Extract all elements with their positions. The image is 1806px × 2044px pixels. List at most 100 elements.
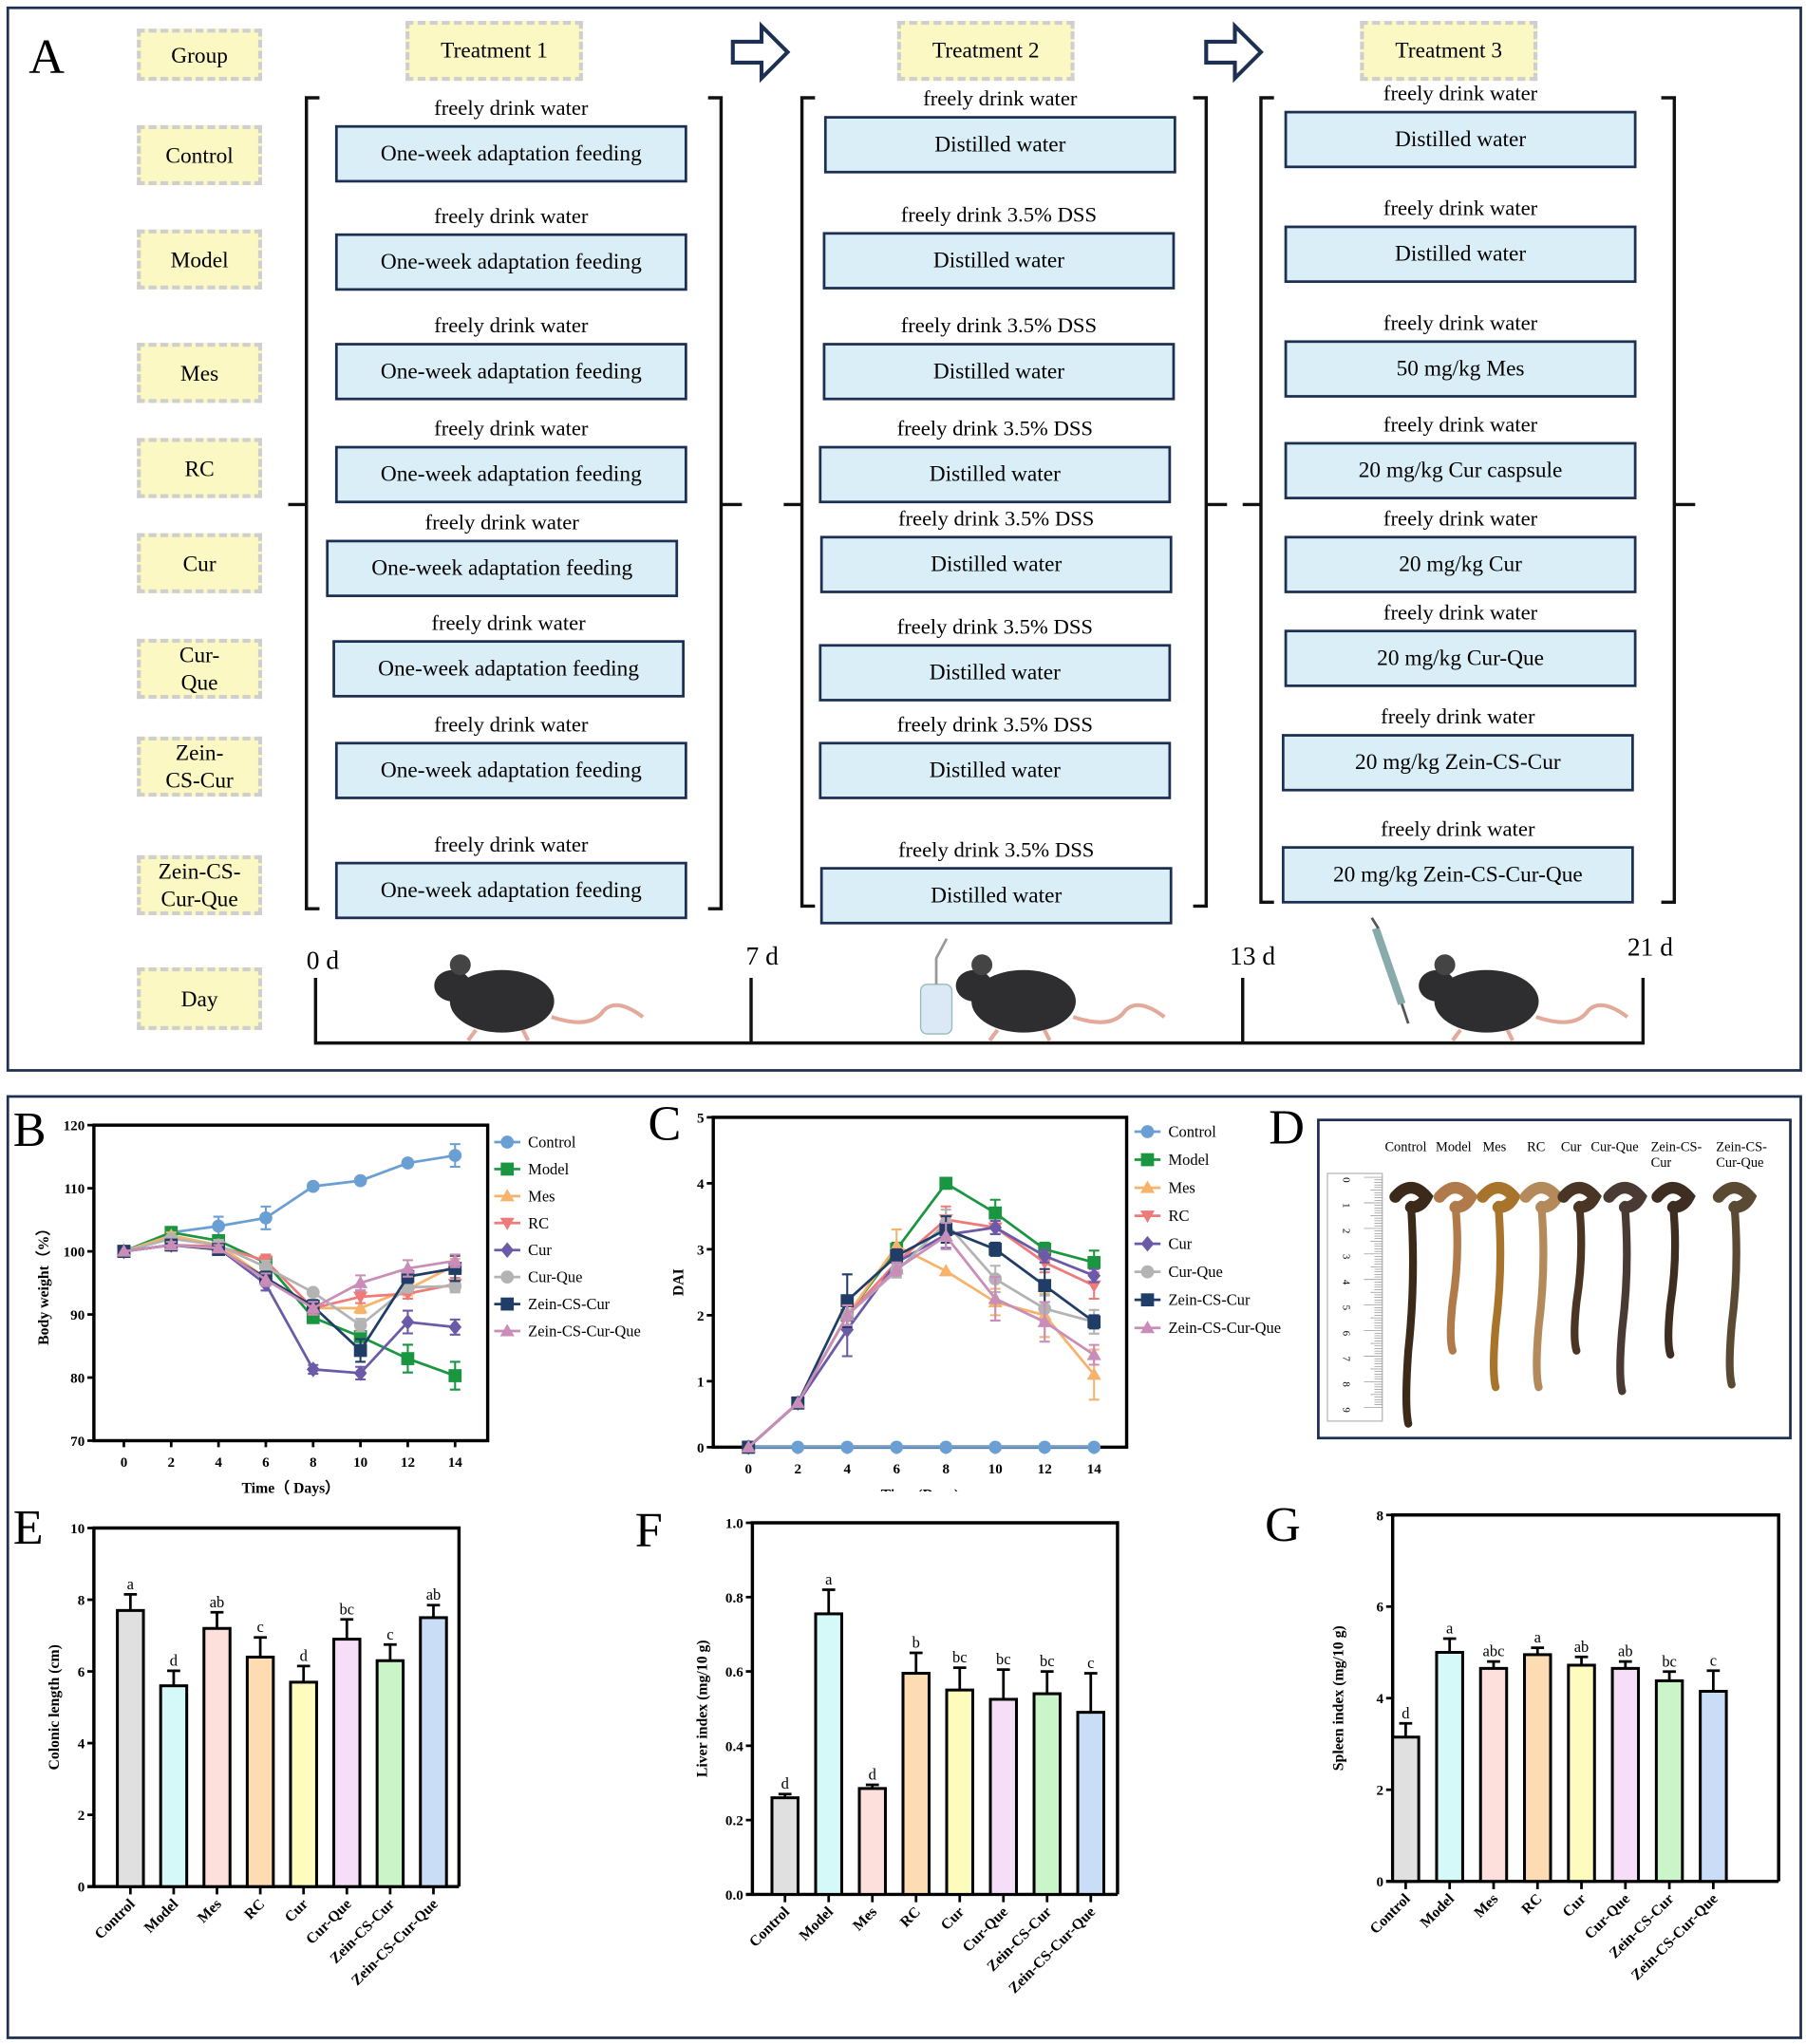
legend-label: Model [528, 1160, 569, 1178]
error-bar [1083, 1672, 1098, 1713]
significance-letter: ab [426, 1585, 442, 1603]
colon-label: Zein-CS- Cur [1650, 1140, 1703, 1172]
data-point [791, 1440, 805, 1454]
group-label: RC [137, 438, 263, 498]
data-point [400, 1261, 416, 1274]
significance-letter: a [127, 1575, 135, 1593]
y-tick-label: 2 [78, 1809, 85, 1824]
panel-f-letter: F [634, 1503, 663, 1559]
legend-label: Zein-CS-Cur-Que [1168, 1319, 1281, 1337]
bar-rc: aRC [1518, 1628, 1552, 1918]
x-tick-label: 4 [843, 1462, 851, 1477]
error-bar [1040, 1670, 1054, 1695]
legend-item: Cur-Que [1134, 1263, 1223, 1281]
y-tick-label: 110 [64, 1182, 85, 1197]
day-marker: 21 d [1627, 933, 1673, 963]
data-point [1086, 1280, 1101, 1293]
treatment-box: One-week adaptation feeding [334, 445, 687, 504]
data-point [500, 1270, 515, 1285]
data-point [448, 1149, 462, 1162]
data-point [1086, 1367, 1101, 1380]
y-tick-label: 0.0 [725, 1888, 743, 1903]
data-point [353, 1173, 367, 1188]
legend-item: Mes [494, 1187, 555, 1205]
data-point [1139, 1180, 1156, 1193]
x-tick-label: 6 [893, 1462, 900, 1477]
series-zein-cs-cur-que [741, 1222, 1101, 1453]
data-point [1140, 1125, 1155, 1138]
ruler-number: 1 [1340, 1203, 1351, 1208]
treatment-header: Treatment 3 [1360, 20, 1538, 82]
significance-letter: bc [952, 1648, 968, 1666]
y-tick-label: 80 [70, 1372, 85, 1387]
data-point [353, 1291, 368, 1304]
y-tick-label: 6 [1377, 1601, 1384, 1616]
legend-item: Control [1134, 1123, 1216, 1141]
treatment-box: Distilled water [822, 232, 1176, 290]
data-point [790, 1396, 805, 1409]
data-point [889, 1262, 904, 1275]
legend-label: Zein-CS-Cur-Que [528, 1322, 641, 1340]
treatment-box: One-week adaptation feeding [334, 343, 687, 401]
data-point [353, 1301, 368, 1314]
treatment-caption: freely drink water [1383, 505, 1538, 531]
timeline-graphics [288, 21, 1696, 1045]
significance-letter: d [300, 1646, 309, 1664]
y-tick-label: 4 [78, 1737, 85, 1753]
data-point [1087, 1440, 1101, 1454]
data-point [1086, 1347, 1101, 1360]
significance-letter: abc [1483, 1642, 1505, 1660]
y-tick-label: 0.2 [725, 1814, 743, 1829]
significance-letter: c [1710, 1651, 1717, 1669]
treatment-caption: freely drink water [1383, 309, 1538, 335]
water-bottle-icon [919, 938, 953, 1035]
y-tick-label: 4 [697, 1177, 705, 1192]
data-point [840, 1294, 855, 1307]
chart-B: 70 80 90 100 110 120 0 2 4 6 8 10 12 14 Time（ Days） Bod… [35, 1119, 641, 1497]
significance-letter: ab [210, 1593, 225, 1611]
treatment-box: Distilled water [818, 741, 1172, 799]
treatment-caption: freely drink water [1381, 816, 1535, 841]
error-bar [167, 1669, 180, 1686]
y-tick-label: 2 [697, 1309, 705, 1324]
treatment-caption: freely drink water [434, 416, 589, 441]
data-point [889, 1238, 904, 1251]
significance-letter: d [170, 1651, 179, 1669]
data-point [447, 1253, 462, 1266]
data-point [1038, 1279, 1052, 1292]
ruler-number: 6 [1340, 1331, 1351, 1337]
data-point [306, 1285, 320, 1300]
plot-frame [92, 1123, 490, 1443]
data-point [500, 1135, 515, 1149]
colon-specimen [1557, 1181, 1602, 1355]
data-point [1139, 1321, 1156, 1334]
bar [1478, 1666, 1509, 1884]
treatment-caption: freely drink 3.5% DSS [900, 312, 1098, 338]
arrow-right-icon [1204, 21, 1264, 84]
panel-d-letter: D [1269, 1100, 1305, 1155]
series-line [122, 1153, 456, 1253]
x-axis-label: Time (Days) [881, 1487, 960, 1503]
data-point [448, 1369, 462, 1382]
significance-letter: bc [340, 1600, 355, 1618]
treatment-box: Distilled water [818, 445, 1172, 504]
data-point [988, 1440, 1003, 1454]
y-tick-label: 0 [697, 1441, 705, 1456]
series-zein-cs-cur-que [116, 1237, 462, 1316]
treatment-caption: freely drink 3.5% DSS [896, 613, 1094, 639]
arrow-right-icon [730, 21, 791, 84]
x-tick-label: 6 [262, 1455, 270, 1471]
x-tick-label: 0 [745, 1462, 753, 1477]
treatment-caption: freely drink 3.5% DSS [897, 505, 1095, 531]
series-line [123, 1244, 456, 1310]
treatment-box: Distilled water [818, 644, 1172, 702]
treatment-box: Distilled water [822, 343, 1176, 401]
data-point [939, 1176, 953, 1191]
x-tick-label: 10 [353, 1455, 367, 1471]
ruler-number: 0 [1340, 1177, 1351, 1183]
significance-letter: c [256, 1618, 263, 1636]
treatment-caption: freely drink water [1383, 81, 1538, 106]
treatment-box: Distilled water [1284, 110, 1637, 169]
